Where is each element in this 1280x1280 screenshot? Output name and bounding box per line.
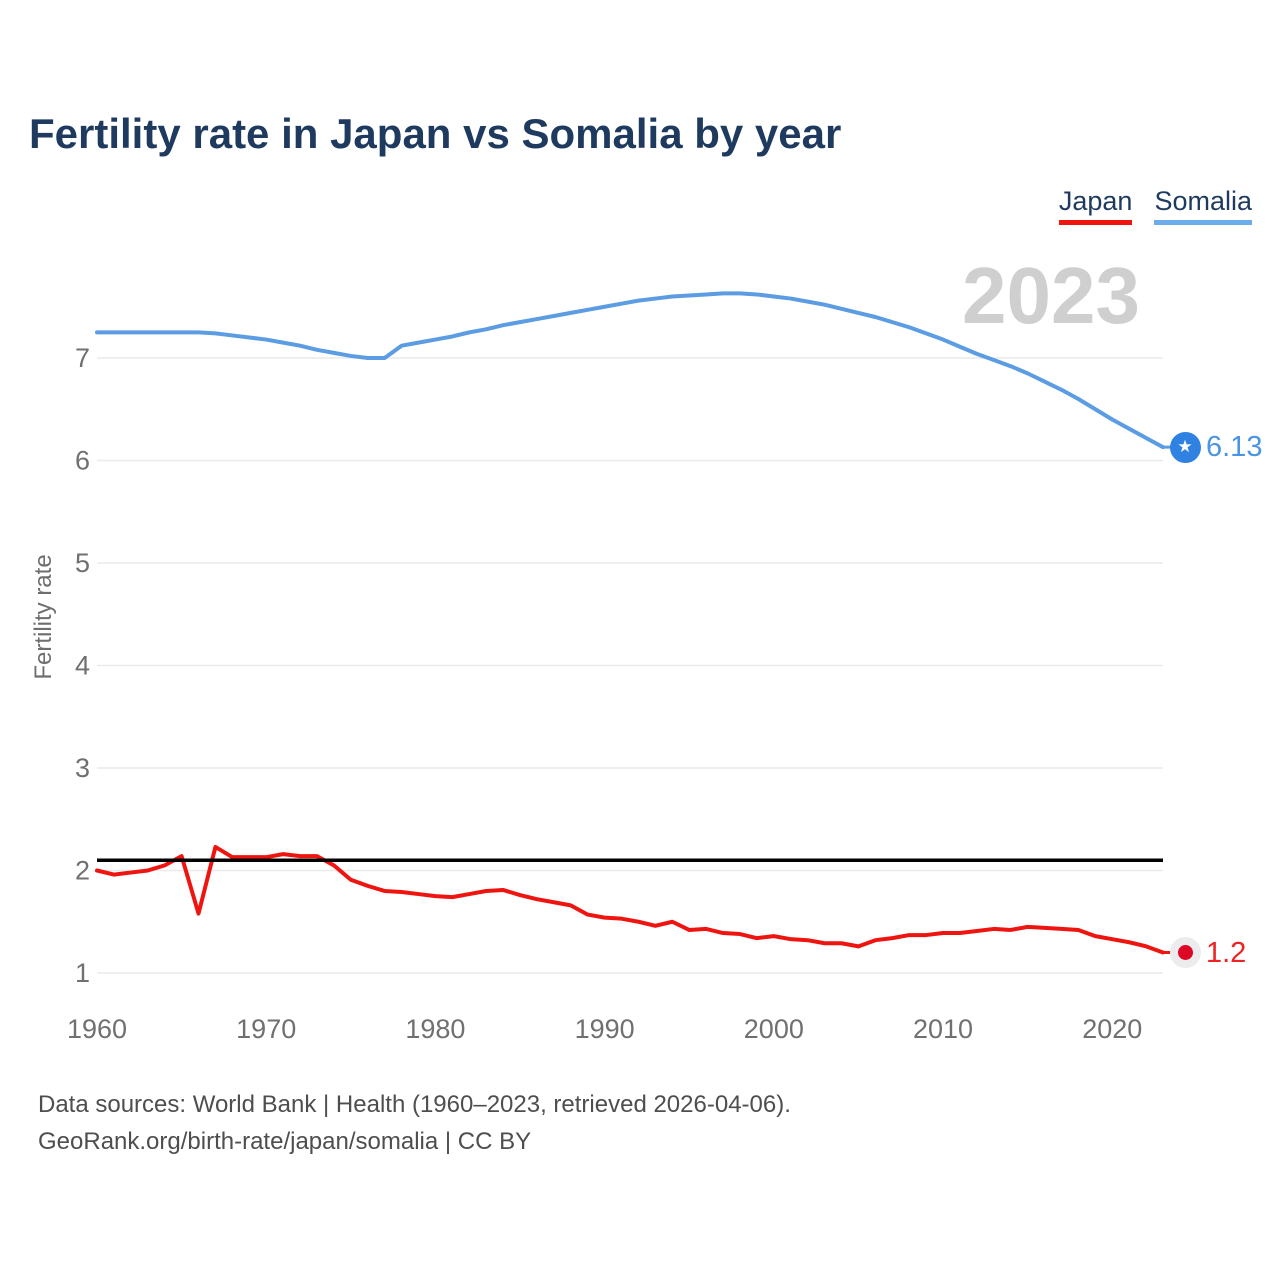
x-tick-label-2010: 2010 bbox=[913, 1014, 973, 1044]
x-tick-label-2020: 2020 bbox=[1082, 1014, 1142, 1044]
x-tick-label-1960: 1960 bbox=[67, 1014, 127, 1044]
red-dot-icon bbox=[1177, 945, 1193, 960]
x-tick-label-1970: 1970 bbox=[236, 1014, 296, 1044]
y-tick-label-3: 3 bbox=[75, 753, 90, 783]
page-title: Fertility rate in Japan vs Somalia by ye… bbox=[29, 110, 842, 157]
star-icon: ★ bbox=[1177, 436, 1193, 456]
legend-item-japan[interactable]: Japan bbox=[1058, 186, 1133, 225]
somalia-flag-badge: ★ bbox=[1169, 431, 1201, 463]
japan-series-line[interactable] bbox=[95, 844, 1165, 955]
source-attribution: Data sources: World Bank | Health (1960–… bbox=[38, 1086, 791, 1160]
y-tick-label-5: 5 bbox=[75, 548, 90, 578]
japan-flag-badge bbox=[1169, 937, 1201, 968]
japan-end-value: 1.2 bbox=[1206, 936, 1247, 969]
somalia-end-value: 6.13 bbox=[1206, 431, 1263, 464]
somalia-series-line[interactable] bbox=[95, 291, 1165, 450]
legend-item-somalia[interactable]: Somalia bbox=[1154, 186, 1252, 225]
y-tick-label-1: 1 bbox=[75, 958, 90, 988]
x-tick-label-2000: 2000 bbox=[744, 1014, 804, 1044]
x-tick-label-1980: 1980 bbox=[405, 1014, 465, 1044]
y-axis-title: Fertility rate bbox=[30, 554, 57, 680]
y-tick-label-4: 4 bbox=[75, 651, 90, 681]
y-tick-label-2: 2 bbox=[75, 856, 90, 886]
x-tick-label-1990: 1990 bbox=[575, 1014, 635, 1044]
watermark-year-label: 2023 bbox=[962, 251, 1140, 340]
legend: Japan Somalia bbox=[1058, 186, 1252, 225]
y-tick-label-7: 7 bbox=[75, 343, 90, 373]
y-tick-label-6: 6 bbox=[75, 446, 90, 476]
source-line-2: GeoRank.org/birth-rate/japan/somalia | C… bbox=[38, 1128, 532, 1155]
source-line-1: Data sources: World Bank | Health (1960–… bbox=[38, 1091, 791, 1118]
